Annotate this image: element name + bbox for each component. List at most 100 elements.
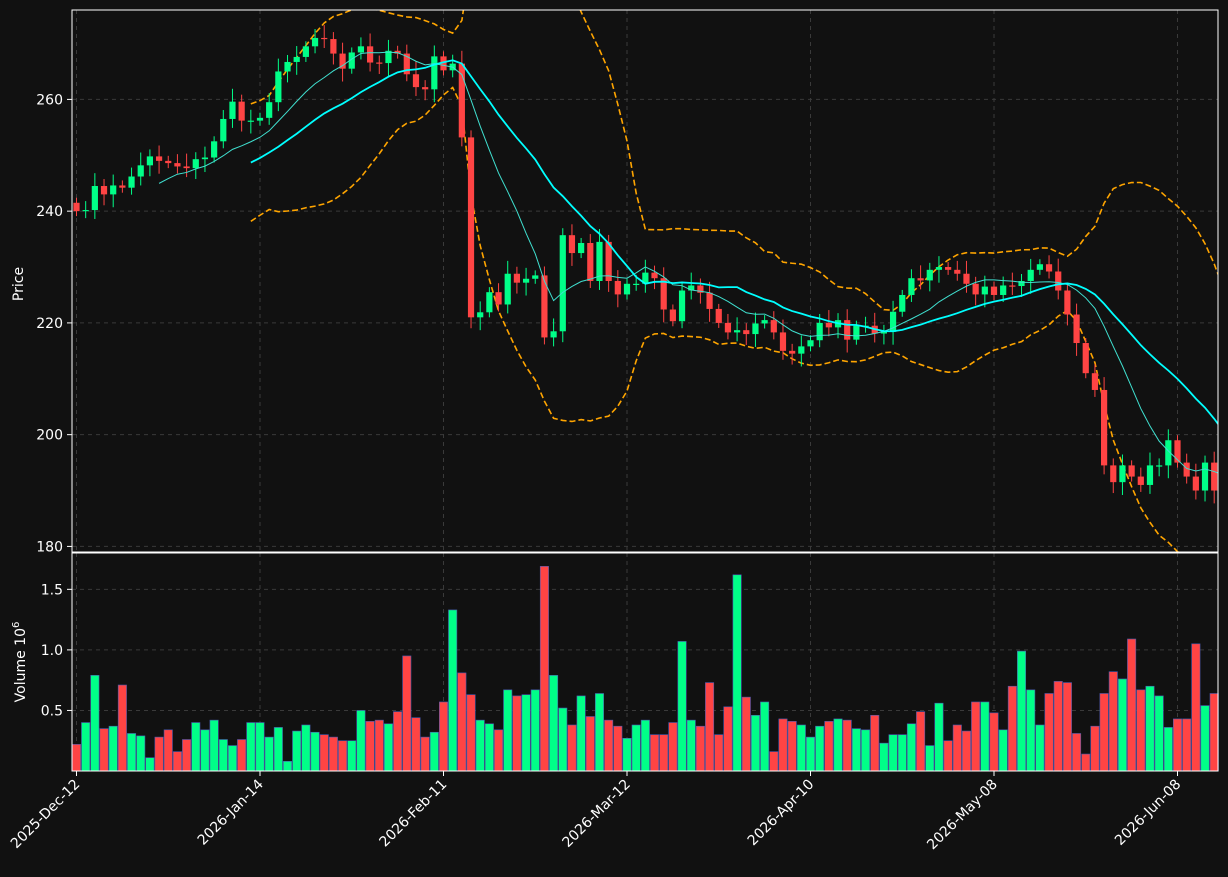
- volume-bar: [301, 724, 311, 772]
- candle-body: [440, 56, 447, 71]
- volume-bar: [640, 719, 650, 772]
- volume-bar: [273, 727, 283, 772]
- x-tick-label: 2026-Feb-11: [377, 777, 451, 851]
- volume-bar: [998, 729, 1008, 772]
- volume-bar: [448, 609, 458, 772]
- candle-body: [623, 283, 631, 295]
- candle-body: [275, 71, 282, 103]
- volume-bar: [558, 707, 568, 772]
- candle-body: [880, 331, 887, 334]
- candle-body: [954, 269, 961, 274]
- volume-bar: [539, 566, 549, 772]
- candle-body: [1201, 462, 1209, 491]
- volume-bar: [1007, 685, 1017, 772]
- volume-bar: [356, 710, 366, 772]
- volume-bar: [191, 722, 201, 772]
- volume-bar: [567, 724, 577, 772]
- candle-body: [412, 74, 420, 88]
- volume-bar: [888, 734, 898, 772]
- volume-bar: [842, 719, 852, 772]
- volume-bar: [897, 734, 907, 772]
- candle-body: [376, 62, 383, 64]
- candle-body: [816, 322, 823, 341]
- candle-body: [174, 163, 181, 167]
- volume-bar: [576, 695, 586, 772]
- volume-bar: [338, 740, 348, 772]
- volume-bar: [145, 757, 155, 772]
- volume-bar: [209, 719, 219, 772]
- volume-bar: [1017, 650, 1027, 772]
- volume-bar: [411, 717, 421, 772]
- volume-bar: [1173, 718, 1183, 772]
- candle-body: [633, 283, 640, 285]
- candle-body: [495, 292, 502, 305]
- candle-body: [211, 141, 218, 158]
- volume-bar: [218, 739, 228, 772]
- candle-body: [1220, 491, 1226, 511]
- volume-bar: [283, 761, 293, 772]
- volume-bar: [714, 734, 724, 772]
- volume-bar: [934, 702, 944, 772]
- candle-body: [715, 308, 722, 323]
- volume-bar: [512, 695, 522, 772]
- candle-body: [220, 118, 227, 142]
- volume-bar: [429, 731, 439, 772]
- bollinger-bands: [250, 10, 1218, 552]
- candle-body: [605, 241, 612, 281]
- candle-body: [183, 166, 190, 169]
- volume-bar: [264, 736, 274, 772]
- candle-body: [165, 160, 172, 164]
- candle-body: [1174, 440, 1181, 463]
- candle-body: [1064, 290, 1071, 315]
- volume-bar: [457, 672, 467, 772]
- candle-body: [578, 243, 585, 254]
- volume-bar: [723, 706, 733, 772]
- volume-bar: [1154, 695, 1164, 772]
- price-tick-label: 240: [36, 204, 63, 220]
- volume-bar: [503, 689, 513, 772]
- candle-body: [752, 323, 759, 335]
- volume-bar: [622, 737, 632, 772]
- candle-body: [532, 275, 539, 279]
- candle-body: [1165, 440, 1172, 466]
- x-tick-label: 2026-Apr-10: [745, 777, 818, 850]
- volume-bar: [1044, 693, 1054, 772]
- candle-body: [1000, 285, 1007, 295]
- candle-body: [669, 309, 676, 322]
- candle-body: [761, 320, 768, 324]
- candle-body: [550, 331, 557, 338]
- candle-body: [559, 235, 566, 332]
- volume-bar: [227, 745, 237, 772]
- volume-bar: [916, 711, 926, 772]
- volume-bar: [631, 724, 641, 772]
- candle-body: [743, 330, 750, 335]
- volume-bar: [961, 730, 971, 772]
- x-tick-label: 2026-May-08: [924, 777, 1001, 854]
- volume-bar: [200, 729, 210, 772]
- volume-tick-label: 1.5: [41, 582, 63, 598]
- candle-body: [137, 165, 144, 177]
- candle-body: [110, 185, 117, 195]
- candle-body: [302, 46, 309, 57]
- volume-bar: [521, 694, 531, 772]
- candle-body: [1128, 465, 1135, 477]
- candle-body: [330, 39, 337, 54]
- candle-body: [385, 50, 392, 64]
- volume-tick-label: 0.5: [41, 703, 63, 719]
- volume-exponent-power: 6: [11, 622, 22, 628]
- candle-body: [1101, 389, 1108, 466]
- volume-bar: [1081, 753, 1091, 772]
- candle-body: [513, 273, 520, 283]
- volume-bar: [705, 682, 715, 772]
- volume-bar: [182, 739, 192, 772]
- candle-body: [293, 56, 300, 62]
- candle-body: [678, 290, 686, 322]
- candle-body: [238, 101, 245, 121]
- volume-bar: [604, 719, 614, 772]
- candle-body: [1009, 285, 1016, 287]
- candle-body: [1055, 271, 1062, 291]
- volume-bar: [686, 719, 696, 772]
- price-tick-label: 220: [36, 316, 63, 332]
- volume-bar: [585, 716, 595, 772]
